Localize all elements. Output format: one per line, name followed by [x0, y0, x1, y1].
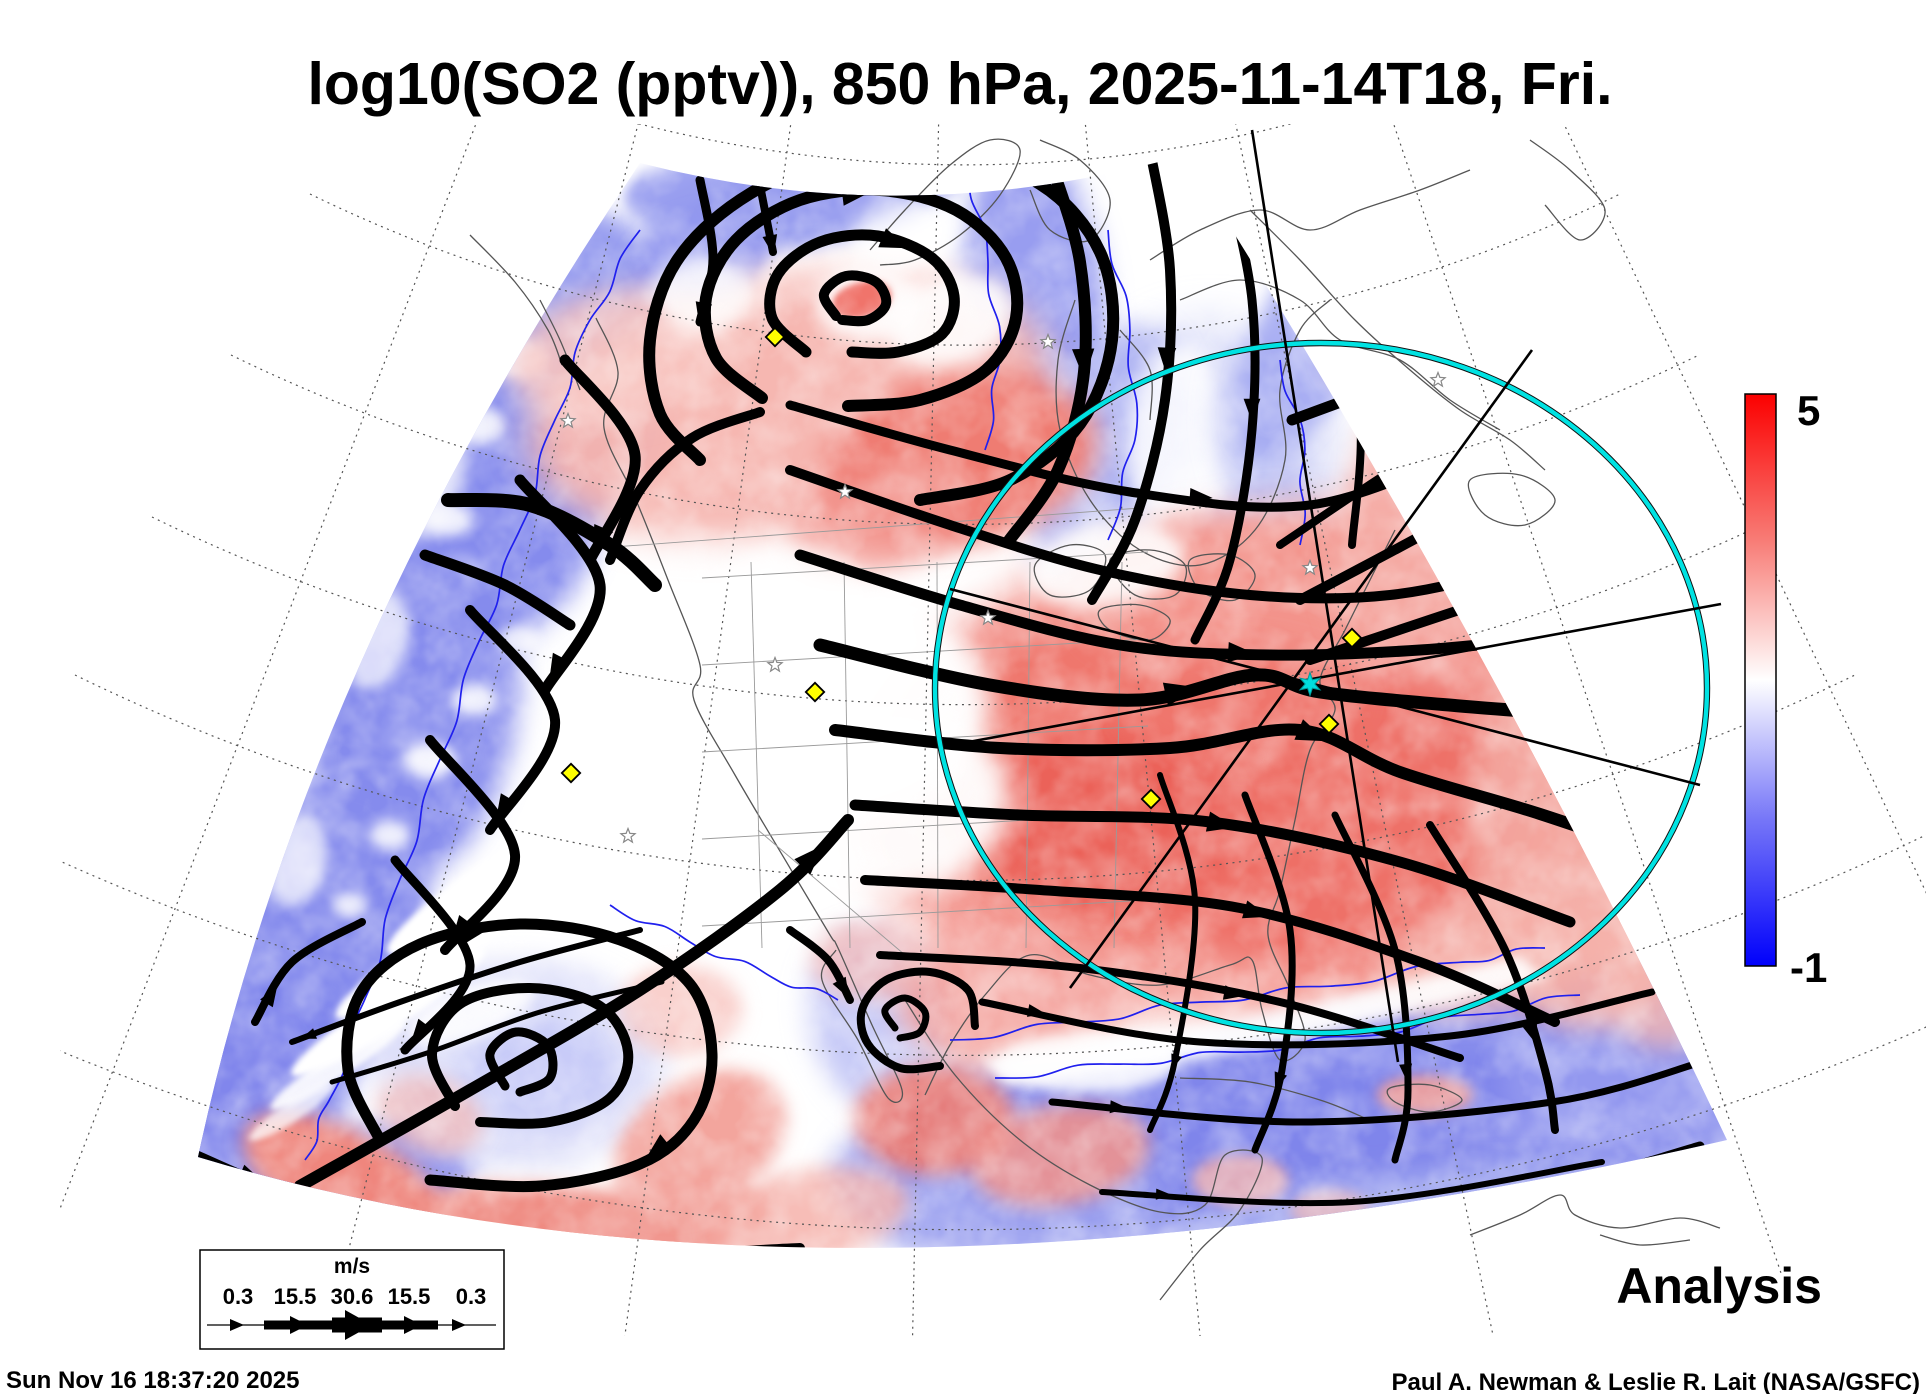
svg-text:15.5: 15.5: [388, 1284, 431, 1309]
svg-text:30.6: 30.6: [331, 1284, 374, 1309]
svg-text:5: 5: [1797, 387, 1820, 434]
svg-text:Analysis: Analysis: [1616, 1258, 1822, 1314]
svg-text:log10(SO2 (pptv)), 850 hPa, 20: log10(SO2 (pptv)), 850 hPa, 2025-11-14T1…: [307, 51, 1612, 117]
svg-text:-1: -1: [1790, 944, 1827, 991]
svg-text:m/s: m/s: [334, 1255, 370, 1278]
svg-text:0.3: 0.3: [456, 1284, 487, 1309]
svg-text:15.5: 15.5: [274, 1284, 317, 1309]
svg-text:0.3: 0.3: [223, 1284, 254, 1309]
svg-text:Paul A. Newman & Leslie R. Lai: Paul A. Newman & Leslie R. Lait (NASA/GS…: [1391, 1369, 1920, 1394]
svg-text:Sun Nov 16 18:37:20 2025: Sun Nov 16 18:37:20 2025: [6, 1367, 300, 1394]
